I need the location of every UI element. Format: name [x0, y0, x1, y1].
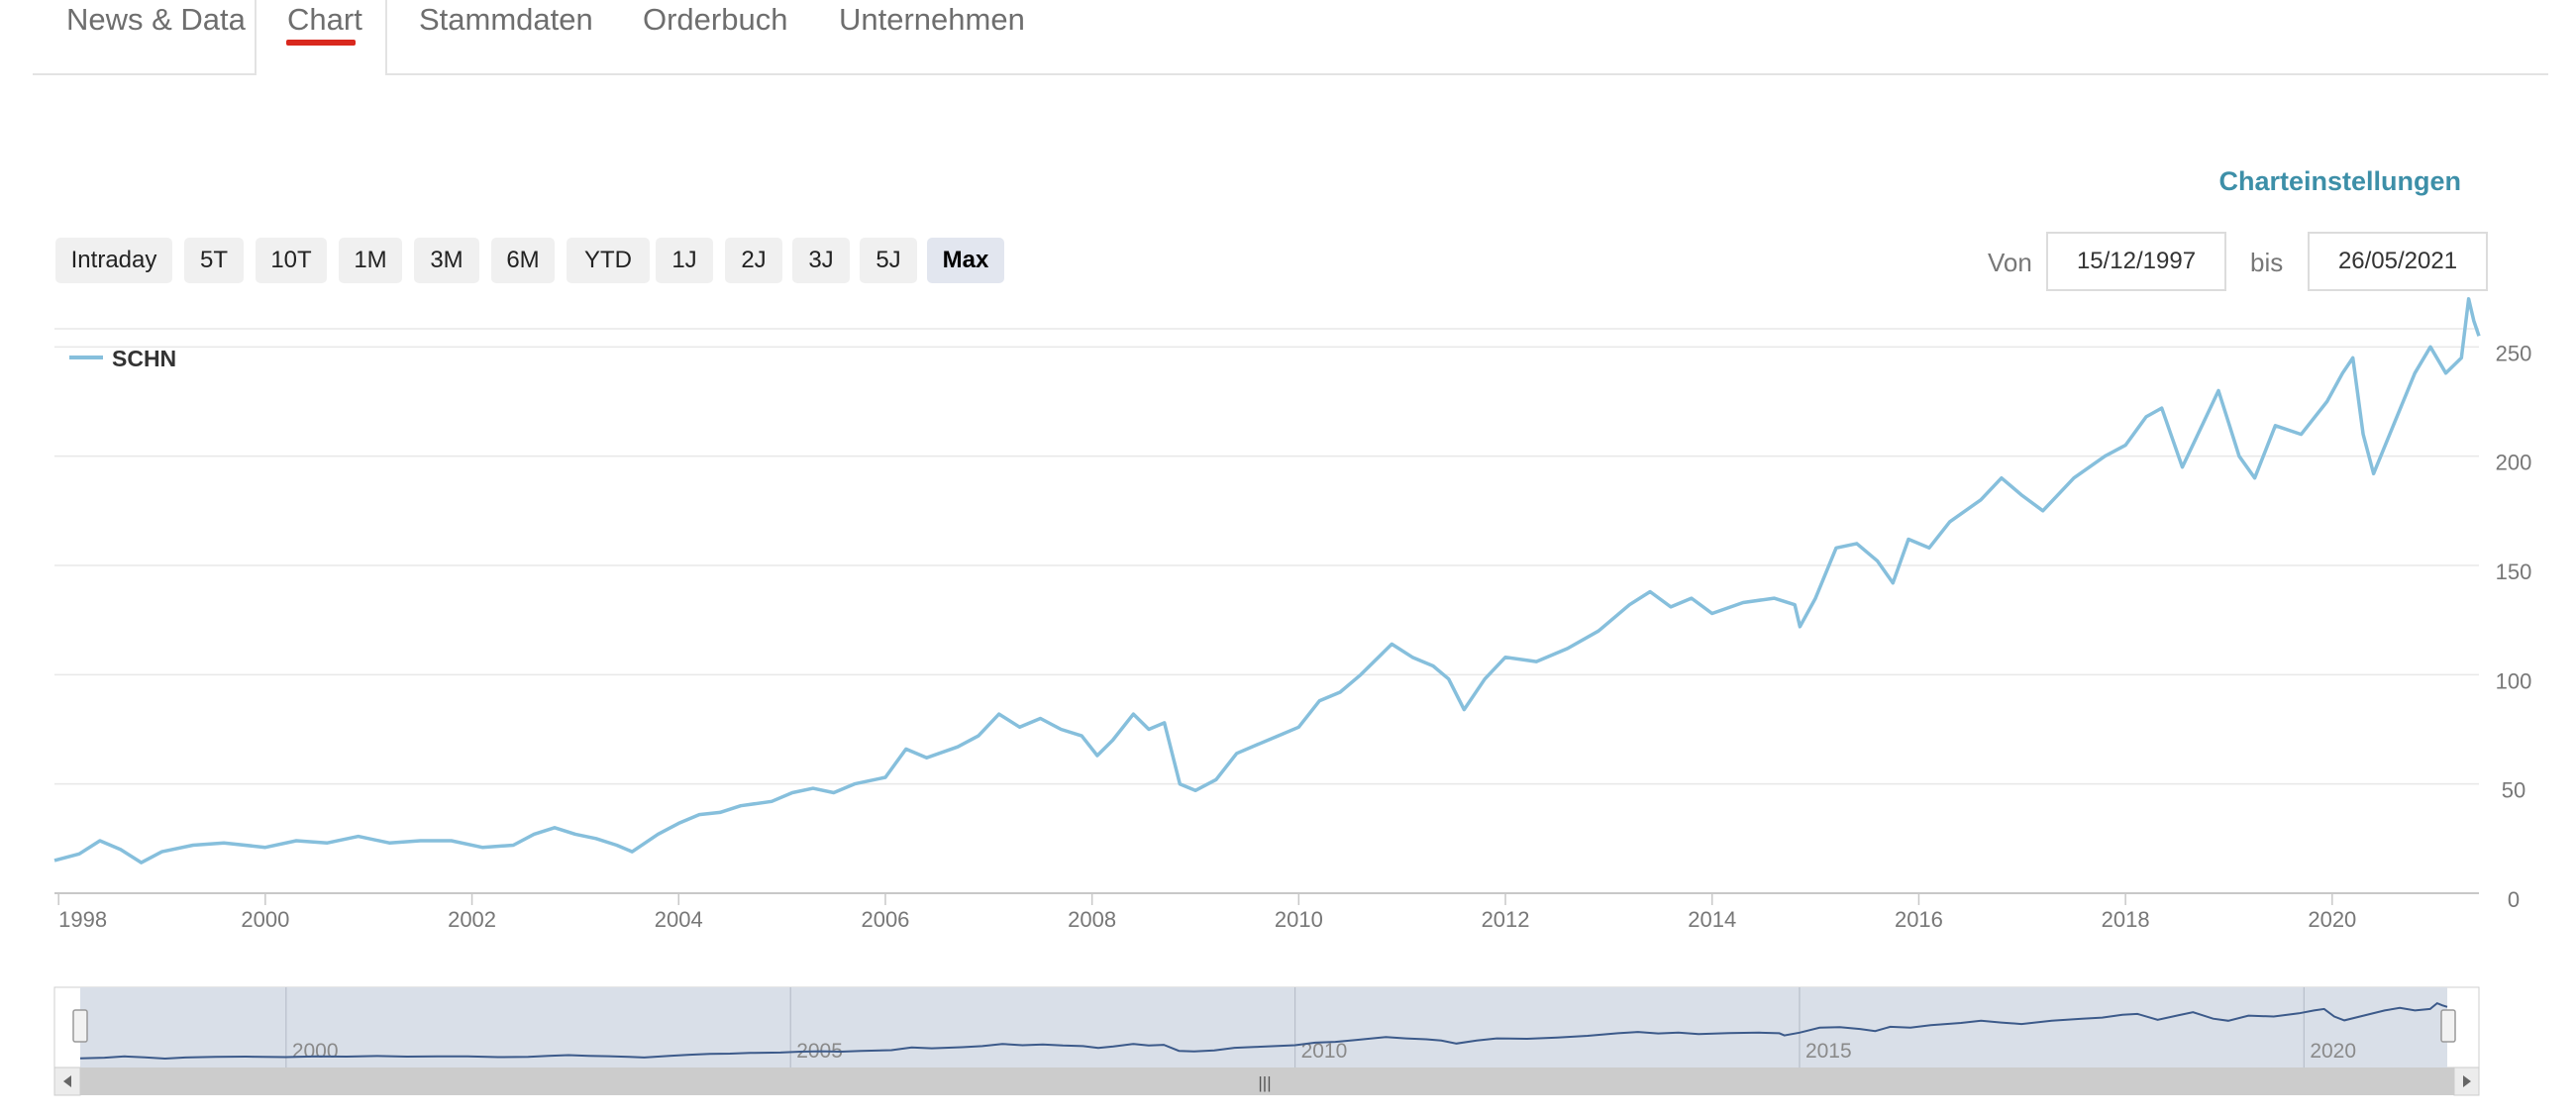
navigator-tick-label: 2000: [292, 1040, 339, 1063]
date-from-label: Von: [1988, 248, 2032, 277]
range-button-1j[interactable]: 1J: [656, 238, 713, 283]
x-tick-label: 2018: [2102, 907, 2150, 932]
tab-news-data[interactable]: News & Data: [66, 0, 246, 73]
tab-label: News & Data: [66, 2, 246, 37]
x-tick-label: 2008: [1068, 907, 1116, 932]
x-tick-label: 2014: [1688, 907, 1736, 932]
range-button-10t[interactable]: 10T: [256, 238, 327, 283]
chart-grid: [54, 328, 2479, 785]
chart-settings-link[interactable]: Charteinstellungen: [2218, 166, 2461, 196]
navigator-tick-label: 2020: [2310, 1040, 2356, 1063]
range-button-3j[interactable]: 3J: [792, 238, 850, 283]
navigator-scrollbar[interactable]: |||: [53, 1067, 2480, 1096]
navigator-series-line: [79, 1001, 2448, 1061]
range-button-5t[interactable]: 5T: [184, 238, 244, 283]
series-line-schn[interactable]: [53, 297, 2481, 864]
range-button-intraday[interactable]: Intraday: [55, 238, 172, 283]
tab-label: Orderbuch: [643, 2, 788, 37]
x-tick-label: 2020: [2308, 907, 2356, 932]
arrow-right-icon: [2463, 1075, 2471, 1087]
tab-unternehmen[interactable]: Unternehmen: [839, 0, 1025, 73]
range-button-6m[interactable]: 6M: [491, 238, 555, 283]
navigator-right-handle[interactable]: [2440, 1009, 2456, 1043]
y-tick-label: 200: [2496, 451, 2532, 475]
tab-stammdaten[interactable]: Stammdaten: [419, 0, 593, 73]
legend-label-schn[interactable]: SCHN: [112, 346, 176, 371]
navigator-tick-label: 2010: [1301, 1040, 1348, 1063]
range-button-1m[interactable]: 1M: [339, 238, 402, 283]
tab-bar: News & Data Chart Stammdaten Orderbuch U…: [33, 0, 2548, 75]
x-tick-label: 2004: [655, 907, 703, 932]
x-tick-label: 2010: [1275, 907, 1323, 932]
x-tick-label: 2002: [448, 907, 496, 932]
range-button-ytd[interactable]: YTD: [567, 238, 650, 283]
tab-orderbuch[interactable]: Orderbuch: [643, 0, 787, 73]
scrollbar-grip-icon: |||: [1258, 1073, 1271, 1092]
y-tick-label: 0: [2508, 887, 2520, 912]
arrow-left-icon: [63, 1075, 71, 1087]
y-axis: 0 50 100 150 200 250: [2496, 341, 2532, 912]
range-button-3m[interactable]: 3M: [414, 238, 479, 283]
y-tick-label: 50: [2502, 778, 2525, 803]
x-tick-label: 1998: [58, 907, 107, 932]
x-tick-label: 2006: [861, 907, 909, 932]
y-tick-label: 100: [2496, 668, 2532, 693]
x-tick-label: 2012: [1482, 907, 1530, 932]
tab-chart[interactable]: Chart: [255, 0, 387, 75]
tab-label: Stammdaten: [419, 2, 593, 37]
x-axis: 1998 2000 2002 2004 2006 2008 2010 2012 2014 2016…: [57, 893, 2356, 932]
active-tab-indicator: [286, 40, 356, 46]
navigator-left-handle[interactable]: [72, 1009, 88, 1043]
navigator-tick-label: 2015: [1805, 1040, 1852, 1063]
range-button-2j[interactable]: 2J: [725, 238, 782, 283]
date-to-input[interactable]: [2308, 232, 2488, 291]
range-button-5j[interactable]: 5J: [860, 238, 917, 283]
tab-label: Unternehmen: [839, 2, 1025, 37]
navigator-selected-range[interactable]: [80, 987, 2447, 1067]
navigator[interactable]: 2000 2005 2010 2015 2020: [53, 986, 2480, 1068]
range-button-max[interactable]: Max: [927, 238, 1004, 283]
date-to-label: bis: [2250, 248, 2284, 277]
y-tick-label: 150: [2496, 559, 2532, 584]
date-from-input[interactable]: [2046, 232, 2226, 291]
x-tick-label: 2016: [1895, 907, 1943, 932]
legend[interactable]: SCHN: [69, 346, 176, 371]
x-tick-label: 2000: [241, 907, 289, 932]
scrollbar-thumb[interactable]: [80, 1067, 2454, 1095]
tab-label: Chart: [287, 2, 362, 37]
y-tick-label: 250: [2496, 341, 2532, 365]
